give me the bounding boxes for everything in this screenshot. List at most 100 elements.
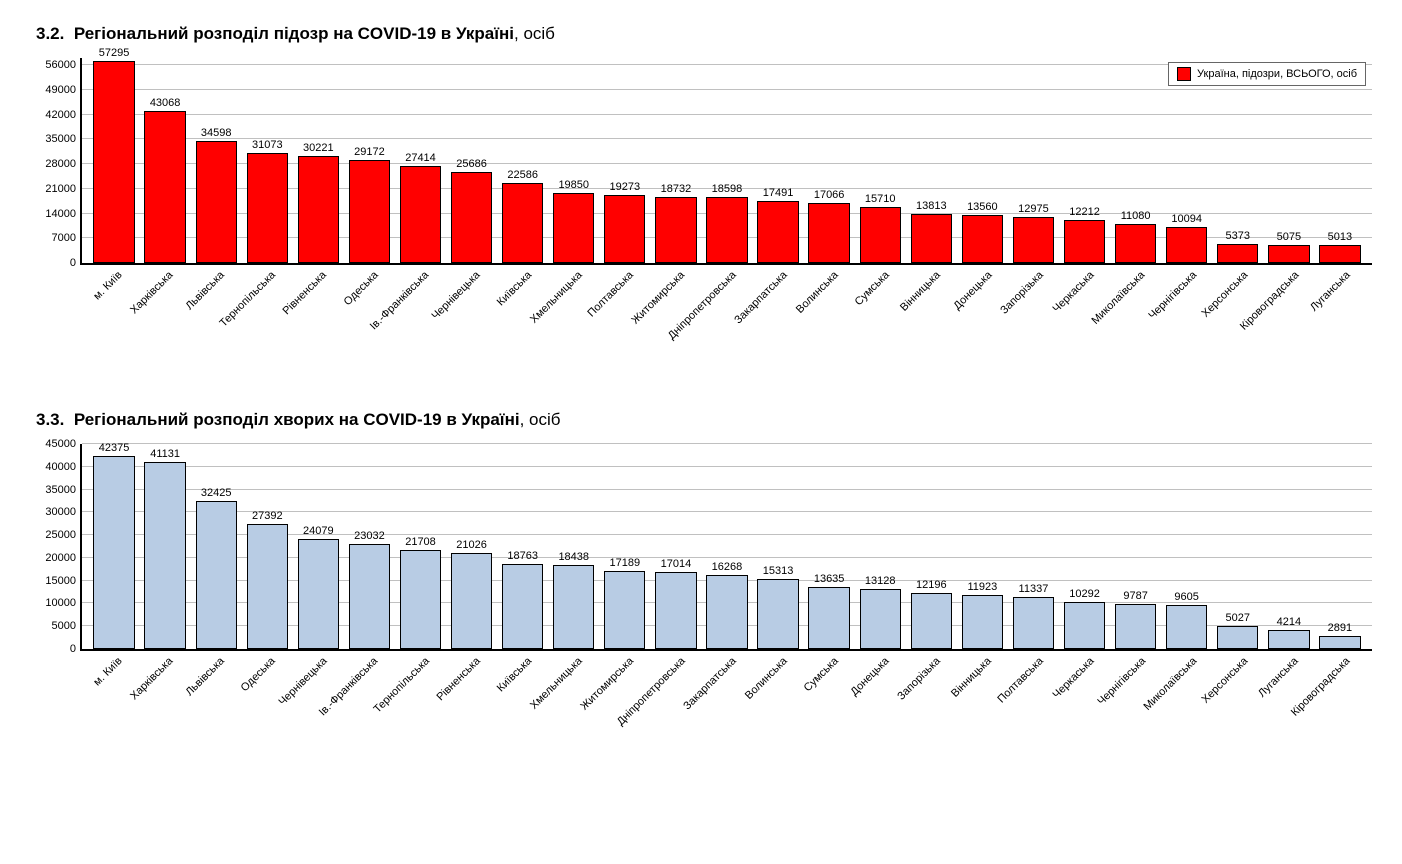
bar: 11080 bbox=[1115, 224, 1156, 263]
bar-value-label: 15710 bbox=[865, 193, 896, 205]
x-label: Донецька bbox=[951, 269, 994, 312]
bar-slot: 11923 bbox=[958, 595, 1006, 649]
bar: 12212 bbox=[1064, 220, 1105, 263]
bar-slot: 31073 bbox=[243, 153, 291, 263]
bar-value-label: 30221 bbox=[303, 142, 334, 154]
bar-value-label: 13635 bbox=[814, 573, 845, 585]
bar-slot: 15710 bbox=[856, 207, 904, 263]
x-label-slot: Львівська bbox=[190, 651, 238, 756]
bar-slot: 22586 bbox=[499, 183, 547, 263]
x-label: Луганська bbox=[1308, 269, 1353, 314]
y-tick-label: 25000 bbox=[45, 529, 82, 541]
bar: 13128 bbox=[860, 589, 901, 649]
bar-slot: 30221 bbox=[294, 156, 342, 263]
bar-slot: 5075 bbox=[1265, 245, 1313, 263]
bar: 5013 bbox=[1319, 245, 1360, 263]
x-label-slot: м. Київ bbox=[88, 651, 136, 756]
x-label-slot: Закарпатська bbox=[702, 651, 750, 756]
x-label-slot: Харківська bbox=[139, 265, 187, 370]
bar-slot: 19850 bbox=[550, 193, 598, 263]
bar-slot: 43068 bbox=[141, 111, 189, 263]
chart-area: 0700014000210002800035000420004900056000… bbox=[30, 58, 1372, 370]
y-tick-label: 42000 bbox=[45, 109, 82, 121]
bar-slot: 10292 bbox=[1060, 602, 1108, 649]
bar: 43068 bbox=[144, 111, 185, 263]
chart-block: 3.2. Регіональний розподіл підозр на COV… bbox=[30, 24, 1372, 370]
bar-slot: 18732 bbox=[652, 197, 700, 263]
bar: 13560 bbox=[962, 215, 1003, 263]
bar-value-label: 17189 bbox=[610, 557, 641, 569]
chart-title: 3.2. Регіональний розподіл підозр на COV… bbox=[36, 24, 1372, 44]
section-number: 3.3. bbox=[36, 410, 64, 429]
x-label: Черкаська bbox=[1050, 655, 1096, 701]
bar-value-label: 27392 bbox=[252, 510, 283, 522]
bar-slot: 17491 bbox=[754, 201, 802, 263]
bar: 30221 bbox=[298, 156, 339, 263]
bar-value-label: 9787 bbox=[1123, 590, 1147, 602]
bar-value-label: 57295 bbox=[99, 47, 130, 59]
bar: 17491 bbox=[757, 201, 798, 263]
bar-slot: 4214 bbox=[1265, 630, 1313, 649]
legend: Україна, підозри, ВСЬОГО, осіб bbox=[1168, 62, 1366, 86]
bar: 17014 bbox=[655, 572, 696, 650]
x-label-slot: Чернівецька bbox=[446, 265, 494, 370]
bar: 23032 bbox=[349, 544, 390, 649]
bar-value-label: 32425 bbox=[201, 487, 232, 499]
x-label-slot: Вінницька bbox=[958, 651, 1006, 756]
bar: 9605 bbox=[1166, 605, 1207, 649]
bar: 24079 bbox=[298, 539, 339, 649]
x-label-slot: Запорізька bbox=[907, 651, 955, 756]
bar-value-label: 18598 bbox=[712, 183, 743, 195]
bar-value-label: 4214 bbox=[1277, 616, 1301, 628]
bar: 13813 bbox=[911, 214, 952, 263]
bar-slot: 11080 bbox=[1112, 224, 1160, 263]
x-label-slot: Вінницька bbox=[907, 265, 955, 370]
bar-value-label: 5013 bbox=[1328, 231, 1352, 243]
bar: 15710 bbox=[860, 207, 901, 263]
x-label-slot: Чернігівська bbox=[1162, 265, 1210, 370]
x-label-slot: Харківська bbox=[139, 651, 187, 756]
bar-value-label: 23032 bbox=[354, 530, 385, 542]
y-tick-label: 14000 bbox=[45, 208, 82, 220]
bar-slot: 12975 bbox=[1009, 217, 1057, 263]
bar-slot: 23032 bbox=[345, 544, 393, 649]
chart-area: 0500010000150002000025000300003500040000… bbox=[30, 444, 1372, 756]
x-label-slot: Рівненська bbox=[293, 265, 341, 370]
x-label-slot: Херсонська bbox=[1213, 651, 1261, 756]
x-label-slot: Закарпатська bbox=[753, 265, 801, 370]
x-label-slot: Сумська bbox=[804, 651, 852, 756]
bar: 34598 bbox=[196, 141, 237, 263]
bar: 27414 bbox=[400, 166, 441, 263]
bar: 29172 bbox=[349, 160, 390, 263]
chart-block: 3.3. Регіональний розподіл хворих на COV… bbox=[30, 410, 1372, 756]
bar-slot: 10094 bbox=[1163, 227, 1211, 263]
x-labels: м. КиївХарківськаЛьвівськаТернопільськаР… bbox=[80, 265, 1372, 370]
bar-slot: 21708 bbox=[396, 550, 444, 649]
bar: 18763 bbox=[502, 564, 543, 649]
bar-slot: 16268 bbox=[703, 575, 751, 649]
bar: 5373 bbox=[1217, 244, 1258, 263]
x-labels: м. КиївХарківськаЛьвівськаОдеськаЧерніве… bbox=[80, 651, 1372, 756]
bar: 15313 bbox=[757, 579, 798, 649]
y-tick-label: 35000 bbox=[45, 484, 82, 496]
bar: 25686 bbox=[451, 172, 492, 263]
bar: 18438 bbox=[553, 565, 594, 649]
bar-value-label: 19850 bbox=[558, 179, 589, 191]
bar-slot: 13128 bbox=[856, 589, 904, 649]
bar: 31073 bbox=[247, 153, 288, 263]
bar: 21708 bbox=[400, 550, 441, 649]
bar-slot: 13813 bbox=[907, 214, 955, 263]
bar-slot: 15313 bbox=[754, 579, 802, 649]
title-suffix: , осіб bbox=[514, 24, 555, 43]
x-label-slot: Тернопільська bbox=[395, 651, 443, 756]
bar-slot: 57295 bbox=[90, 61, 138, 264]
bar-value-label: 11923 bbox=[967, 581, 997, 593]
bar-value-label: 10292 bbox=[1069, 588, 1100, 600]
x-label-slot: Сумська bbox=[855, 265, 903, 370]
bar: 16268 bbox=[706, 575, 747, 649]
bar-value-label: 13813 bbox=[916, 200, 947, 212]
bar-slot: 42375 bbox=[90, 456, 138, 649]
bar: 11923 bbox=[962, 595, 1003, 649]
bar-value-label: 13560 bbox=[967, 201, 998, 213]
bar-slot: 17066 bbox=[805, 203, 853, 263]
